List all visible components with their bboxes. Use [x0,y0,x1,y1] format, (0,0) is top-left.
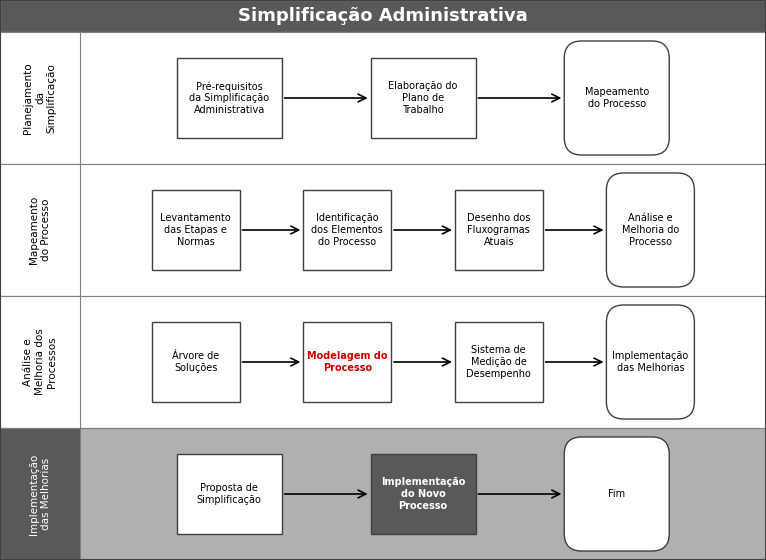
FancyBboxPatch shape [371,58,476,138]
Bar [0,32,80,164]
FancyBboxPatch shape [607,305,695,419]
Text: Identificação
dos Elementos
do Processo: Identificação dos Elementos do Processo [311,213,383,246]
Text: Análise e
Melhoria dos
Processos: Análise e Melhoria dos Processos [24,329,57,395]
Text: Planejamento
da
Simplificação: Planejamento da Simplificação [24,62,57,134]
FancyBboxPatch shape [371,454,476,534]
Text: Mapeamento
do Processo: Mapeamento do Processo [584,87,649,109]
Text: Pré-requisitos
da Simplificação
Administrativa: Pré-requisitos da Simplificação Administ… [189,81,270,115]
FancyBboxPatch shape [152,323,240,402]
Text: Proposta de
Simplificação: Proposta de Simplificação [197,483,262,505]
Text: Levantamento
das Etapas e
Normas: Levantamento das Etapas e Normas [160,213,231,246]
Text: Modelagem do
Processo: Modelagem do Processo [307,351,388,373]
Bar [0,296,80,428]
Text: Fim: Fim [608,489,625,499]
Text: Elaboração do
Plano de
Trabalho: Elaboração do Plano de Trabalho [388,81,458,115]
Text: Implementação
das Melhorias: Implementação das Melhorias [29,454,51,535]
Text: Implementação
das Melhorias: Implementação das Melhorias [612,351,689,373]
Bar [0,164,766,296]
FancyBboxPatch shape [607,173,695,287]
Bar [0,0,766,32]
FancyBboxPatch shape [455,190,543,269]
FancyBboxPatch shape [177,58,282,138]
Text: Mapeamento
do Processo: Mapeamento do Processo [29,196,51,264]
FancyBboxPatch shape [455,323,543,402]
Text: Árvore de
Soluções: Árvore de Soluções [172,351,219,373]
Text: Desenho dos
Fluxogramas
Atuais: Desenho dos Fluxogramas Atuais [467,213,531,246]
Bar [0,296,766,428]
FancyBboxPatch shape [565,437,669,551]
Text: Simplificação Administrativa: Simplificação Administrativa [238,7,528,25]
FancyBboxPatch shape [303,190,391,269]
Text: Implementação
do Novo
Processo: Implementação do Novo Processo [381,477,465,511]
FancyBboxPatch shape [152,190,240,269]
FancyBboxPatch shape [177,454,282,534]
Bar [0,428,80,560]
FancyBboxPatch shape [565,41,669,155]
FancyBboxPatch shape [303,323,391,402]
Text: Análise e
Melhoria do
Processo: Análise e Melhoria do Processo [622,213,679,246]
Bar [0,164,80,296]
Bar [0,428,766,560]
Bar [0,32,766,164]
Text: Sistema de
Medição de
Desempenho: Sistema de Medição de Desempenho [466,346,532,379]
